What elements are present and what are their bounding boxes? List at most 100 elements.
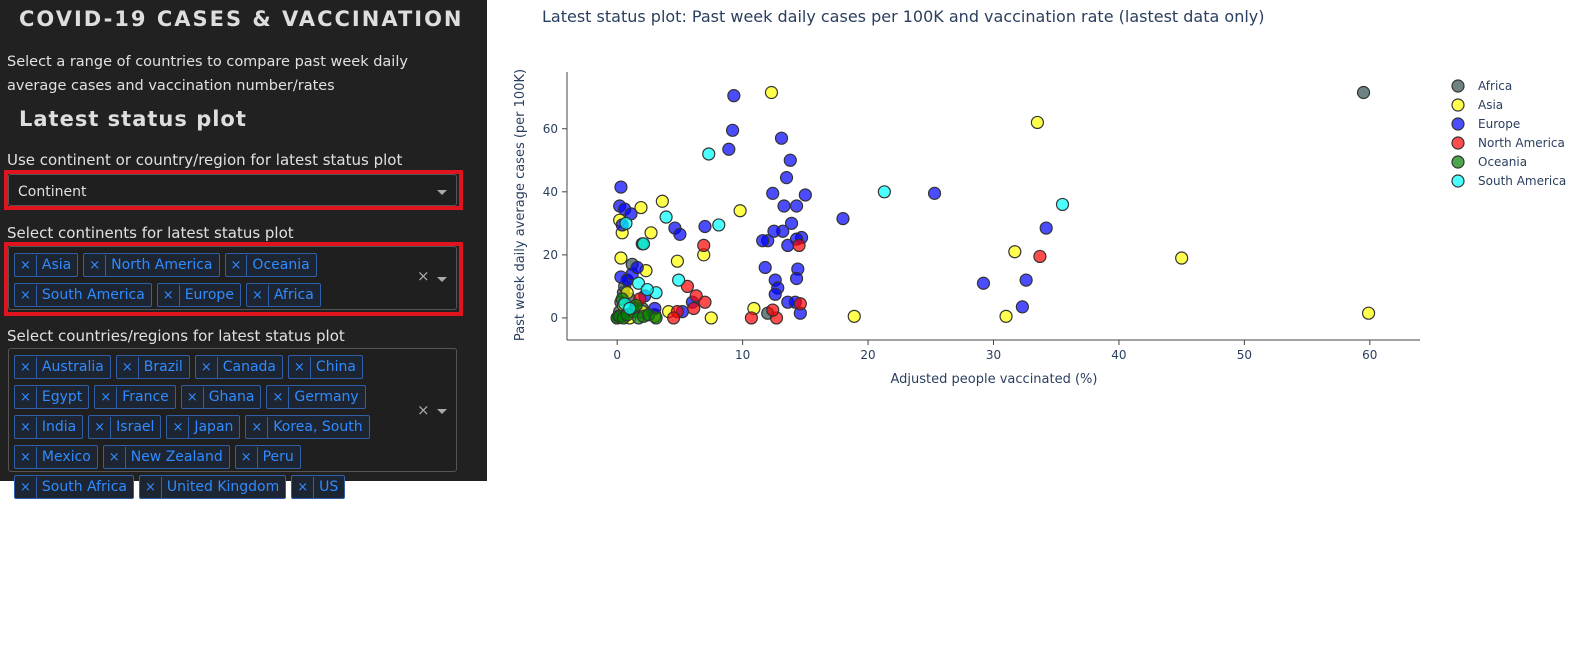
- point-europe[interactable]: [976, 276, 991, 290]
- remove-chip-icon[interactable]: ×: [15, 387, 37, 409]
- point-europe[interactable]: [784, 216, 799, 230]
- point-europe[interactable]: [727, 89, 741, 103]
- point-europe[interactable]: [836, 212, 850, 226]
- legend-label-africa[interactable]: Africa: [1478, 79, 1512, 93]
- remove-chip-icon[interactable]: ×: [15, 477, 37, 499]
- point-north-america[interactable]: [698, 295, 712, 309]
- point-asia[interactable]: [1361, 306, 1376, 320]
- point-south-america[interactable]: [619, 216, 633, 230]
- selected-chip[interactable]: × Korea, South: [245, 415, 370, 439]
- selected-chip[interactable]: × Egypt: [14, 385, 90, 409]
- legend-label-oceania[interactable]: Oceania: [1478, 155, 1527, 169]
- selected-chip[interactable]: × Australia: [14, 355, 111, 379]
- remove-chip-icon[interactable]: ×: [15, 447, 37, 469]
- remove-chip-icon[interactable]: ×: [246, 417, 269, 439]
- countries-multiselect[interactable]: × Australia × Brazil × Canada × China × Egypt × Fra…: [8, 348, 457, 499]
- point-europe[interactable]: [756, 234, 770, 248]
- point-europe[interactable]: [766, 186, 780, 200]
- point-north-america[interactable]: [792, 238, 806, 253]
- point-south-america[interactable]: [1055, 197, 1070, 212]
- selected-chip[interactable]: × Ghana: [180, 385, 262, 409]
- point-north-america[interactable]: [766, 303, 780, 317]
- point-europe[interactable]: [1039, 221, 1053, 235]
- point-asia[interactable]: [764, 85, 779, 100]
- point-south-america[interactable]: [640, 282, 654, 297]
- remove-chip-icon[interactable]: ×: [15, 417, 37, 439]
- point-europe[interactable]: [783, 153, 797, 167]
- remove-chip-icon[interactable]: ×: [104, 447, 126, 469]
- point-europe[interactable]: [779, 171, 794, 185]
- selected-chip[interactable]: × South America: [14, 283, 152, 307]
- remove-chip-icon[interactable]: ×: [140, 477, 162, 499]
- point-europe[interactable]: [774, 131, 789, 145]
- point-south-america[interactable]: [877, 185, 891, 199]
- legend-marker-oceania[interactable]: [1451, 155, 1465, 169]
- legend-marker-africa[interactable]: [1451, 79, 1465, 93]
- point-europe[interactable]: [767, 224, 781, 238]
- remove-chip-icon[interactable]: ×: [247, 285, 269, 307]
- point-asia[interactable]: [634, 200, 648, 215]
- point-europe[interactable]: [698, 219, 712, 234]
- point-asia[interactable]: [847, 309, 861, 323]
- chevron-down-icon[interactable]: [437, 409, 447, 414]
- selected-chip[interactable]: × Mexico: [14, 445, 98, 469]
- point-europe[interactable]: [781, 238, 795, 253]
- selected-chip[interactable]: × Germany: [266, 385, 366, 409]
- selected-chip[interactable]: × Oceania: [224, 253, 317, 277]
- point-europe[interactable]: [768, 287, 782, 301]
- selected-chip[interactable]: × Brazil: [115, 355, 190, 379]
- remove-chip-icon[interactable]: ×: [267, 387, 290, 409]
- selected-chip[interactable]: × Canada: [194, 355, 284, 379]
- point-north-america[interactable]: [697, 238, 711, 253]
- remove-chip-icon[interactable]: ×: [182, 387, 204, 409]
- selected-chip[interactable]: × Africa: [245, 283, 321, 307]
- point-south-america[interactable]: [623, 301, 637, 316]
- point-south-america[interactable]: [631, 276, 646, 290]
- point-europe[interactable]: [1019, 273, 1033, 287]
- point-europe[interactable]: [722, 142, 736, 156]
- remove-chip-icon[interactable]: ×: [158, 285, 180, 307]
- clear-icon[interactable]: ×: [417, 267, 430, 285]
- remove-chip-icon[interactable]: ×: [95, 387, 118, 409]
- selected-chip[interactable]: × China: [288, 355, 363, 379]
- selected-chip[interactable]: × Israel: [88, 415, 162, 439]
- selected-chip[interactable]: × Asia: [14, 253, 79, 277]
- selected-chip[interactable]: × India: [14, 415, 84, 439]
- remove-chip-icon[interactable]: ×: [236, 447, 258, 469]
- legend-label-north-america[interactable]: North America: [1478, 136, 1565, 150]
- remove-chip-icon[interactable]: ×: [196, 357, 218, 379]
- point-north-america[interactable]: [689, 289, 703, 303]
- selected-chip[interactable]: × North America: [83, 253, 220, 277]
- point-south-america[interactable]: [659, 210, 673, 224]
- point-europe[interactable]: [789, 271, 804, 286]
- continents-multiselect[interactable]: × Asia × North America × Oceania × South Americ…: [8, 246, 457, 310]
- legend-marker-europe[interactable]: [1451, 117, 1465, 131]
- remove-chip-icon[interactable]: ×: [292, 477, 315, 499]
- point-asia[interactable]: [1008, 245, 1022, 259]
- point-europe[interactable]: [630, 260, 644, 275]
- remove-chip-icon[interactable]: ×: [15, 285, 37, 307]
- point-north-america[interactable]: [744, 311, 758, 325]
- point-south-america[interactable]: [672, 273, 686, 287]
- remove-chip-icon[interactable]: ×: [117, 357, 139, 379]
- point-south-america[interactable]: [712, 218, 726, 232]
- legend-label-europe[interactable]: Europe: [1478, 117, 1520, 131]
- clear-icon[interactable]: ×: [417, 401, 430, 419]
- selected-chip[interactable]: × Europe: [156, 283, 241, 307]
- point-north-america[interactable]: [680, 279, 695, 293]
- chevron-down-icon[interactable]: [437, 190, 447, 195]
- point-south-america[interactable]: [636, 237, 651, 251]
- legend-marker-south-america[interactable]: [1451, 174, 1465, 188]
- point-asia[interactable]: [655, 194, 669, 208]
- legend-marker-asia[interactable]: [1451, 98, 1465, 112]
- selected-chip[interactable]: × Peru: [234, 445, 301, 469]
- point-asia[interactable]: [999, 309, 1013, 323]
- selected-chip[interactable]: × France: [94, 385, 176, 409]
- point-north-america[interactable]: [1033, 249, 1047, 264]
- point-europe[interactable]: [758, 260, 772, 275]
- point-europe[interactable]: [927, 186, 942, 200]
- point-south-america[interactable]: [702, 147, 716, 161]
- point-europe[interactable]: [798, 188, 812, 202]
- mode-dropdown[interactable]: Continent: [8, 174, 457, 206]
- selected-chip[interactable]: × South Africa: [14, 475, 134, 499]
